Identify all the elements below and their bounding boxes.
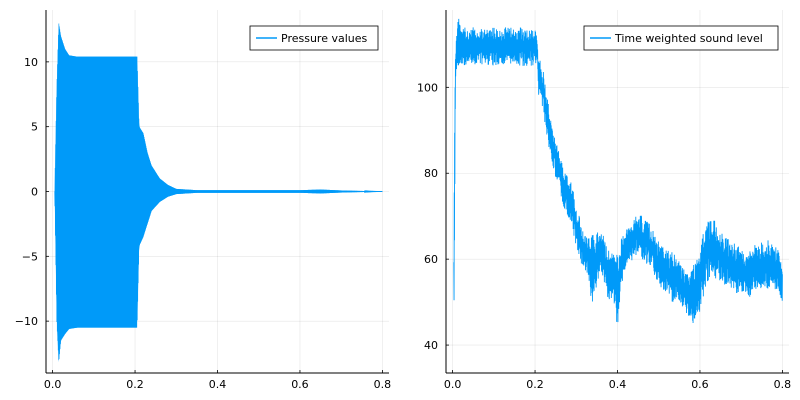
right-legend: Time weighted sound level (583, 25, 779, 51)
right-legend-label: Time weighted sound level (614, 32, 763, 45)
left-legend: Pressure values (249, 25, 379, 51)
left-ytick-label: 0 (31, 186, 38, 199)
right-xtick-label: 0.2 (526, 378, 544, 391)
left-series-line (54, 23, 383, 360)
left-legend-label: Pressure values (281, 32, 368, 45)
right-plot-series (453, 18, 783, 323)
right-xtick-label: 0.4 (609, 378, 627, 391)
right-xtick-labels: 0.0 0.2 0.4 0.6 0.8 (444, 378, 791, 391)
left-ytick-label: −10 (15, 315, 38, 328)
left-xtick-label: 0.2 (126, 378, 144, 391)
right-xtick-label: 0.6 (691, 378, 709, 391)
right-xtick-label: 0.0 (444, 378, 462, 391)
left-ytick-labels: −10 −5 0 5 10 (15, 56, 38, 328)
left-xtick-label: 0.6 (291, 378, 309, 391)
left-xtick-label: 0.0 (44, 378, 62, 391)
right-chart: 40 60 80 100 0.0 0.2 0.4 0.6 0.8 Time weighted … (417, 10, 791, 391)
right-grid (446, 10, 789, 373)
left-ytick-label: −5 (22, 250, 38, 263)
right-ytick-label: 80 (424, 167, 438, 180)
right-xtick-label: 0.8 (774, 378, 792, 391)
right-ytick-label: 40 (424, 339, 438, 352)
left-xtick-labels: 0.0 0.2 0.4 0.6 0.8 (44, 378, 391, 391)
right-series-line (453, 18, 783, 323)
left-ytick-label: 10 (24, 56, 38, 69)
right-ytick-labels: 40 60 80 100 (417, 81, 438, 352)
right-ytick-label: 60 (424, 253, 438, 266)
left-ytick-label: 5 (31, 121, 38, 134)
left-plot-series (54, 23, 383, 363)
right-legend-box (583, 25, 779, 51)
left-xtick-label: 0.8 (374, 378, 392, 391)
right-ytick-label: 100 (417, 81, 438, 94)
left-xtick-label: 0.4 (209, 378, 227, 391)
left-chart: −10 −5 0 5 10 0.0 0.2 0.4 0.6 0.8 Pressure value… (15, 10, 391, 391)
